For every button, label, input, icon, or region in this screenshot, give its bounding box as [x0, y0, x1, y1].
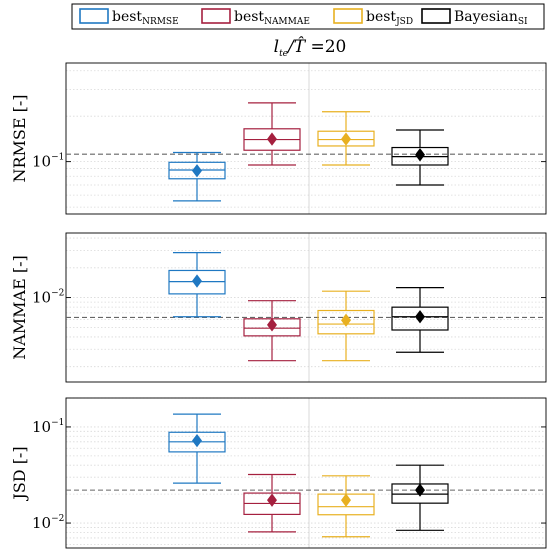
mean-marker	[341, 493, 351, 507]
box-bestJSD	[317, 475, 375, 538]
legend-label-best-nammae: bestNAMMAE	[234, 9, 310, 27]
box-bestNAMMAE	[243, 473, 301, 533]
legend-swatch-best-jsd	[333, 8, 363, 24]
legend-label-best-jsd: bestJSD	[366, 9, 413, 27]
y-tick-label: 10−2	[32, 514, 64, 532]
mean-marker	[267, 318, 277, 332]
box-bestNAMMAE	[243, 300, 301, 362]
mean-marker	[267, 132, 277, 146]
mean-marker	[415, 310, 425, 324]
box-BayesianSI	[391, 287, 449, 353]
mean-marker	[267, 493, 277, 507]
legend-label-bayesian-si: BayesianSI	[454, 9, 528, 27]
mean-marker	[415, 483, 425, 497]
box-iqr	[391, 306, 449, 331]
chart-title: lte/T̂ =20	[274, 37, 347, 59]
mean-marker	[192, 274, 202, 288]
y-tick-label: 10−1	[32, 418, 64, 436]
box-BayesianSI	[391, 129, 449, 186]
axes-frame	[65, 62, 547, 215]
mean-marker	[341, 313, 351, 327]
y-axis-label: JSD [-]	[10, 446, 29, 501]
box-bestNRMSE	[168, 413, 226, 484]
box-bestJSD	[317, 111, 375, 166]
box-BayesianSI	[391, 464, 449, 531]
y-tick-label: 10−2	[32, 289, 64, 307]
y-axis-label: NAMMAE [-]	[10, 255, 29, 360]
box-bestNRMSE	[168, 151, 226, 202]
y-axis-label: NRMSE [-]	[10, 94, 29, 182]
legend-swatch-best-nrmse	[79, 8, 109, 24]
box-bestJSD	[317, 290, 375, 362]
legend-frame	[71, 3, 545, 30]
legend-swatch-best-nammae	[201, 8, 231, 24]
mean-marker	[415, 148, 425, 162]
legend-swatch-bayesian-si	[421, 8, 451, 24]
box-iqr	[317, 309, 375, 335]
legend: bestNRMSE bestNAMMAE bestJSD BayesianSI	[71, 3, 545, 30]
axes-frame	[65, 232, 547, 383]
mean-marker	[192, 433, 202, 448]
box-iqr	[317, 130, 375, 147]
box-bestNRMSE	[168, 252, 226, 318]
y-tick-label: 10−1	[32, 153, 64, 171]
mean-marker	[192, 164, 202, 178]
mean-marker	[341, 132, 351, 146]
axes-frame	[65, 397, 547, 549]
box-bestNAMMAE	[243, 102, 301, 166]
legend-label-best-nrmse: bestNRMSE	[112, 9, 179, 27]
